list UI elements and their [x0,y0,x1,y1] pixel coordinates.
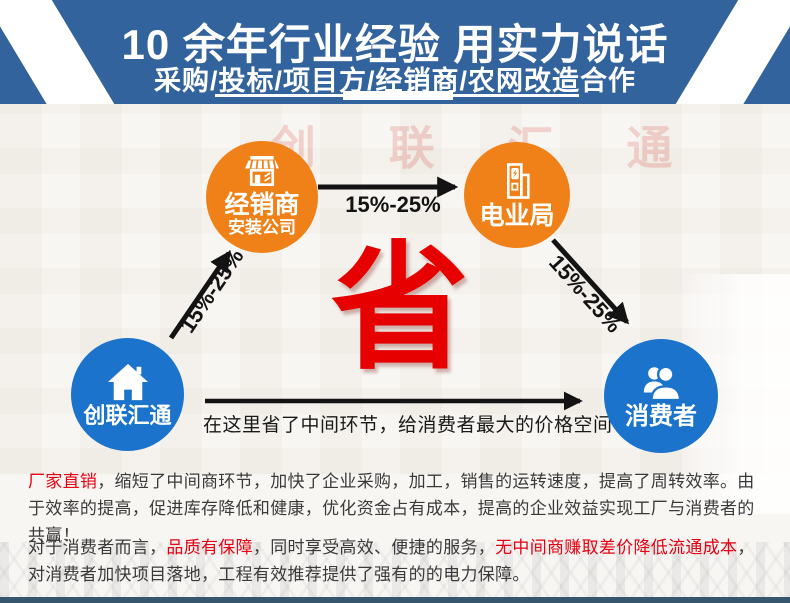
background-fence [0,542,790,597]
node-company: 创联汇通 [71,338,184,451]
paragraph-1-text: ，缩短了中间商环节，加快了企业采购，加工，销售的运转速度，提高了周转效率。由于效… [28,472,755,545]
diagram-caption: 在这里省了中间环节，给消费者最大的价格空间 [203,415,613,436]
paragraph-2-seg1: 对于消费者而言， [28,538,167,557]
flow-arrows-layer [168,176,630,411]
node-power-bureau: 电业局 [464,142,570,248]
arrow-bureau-to-consumer [551,238,630,325]
storefront-icon [240,155,284,190]
paragraph-consumer-benefit: 对于消费者而言，品质有保障，同时享受高效、便捷的服务，无中间商赚取差价降低流通成… [28,534,770,588]
paragraph-factory-direct: 厂家直销，缩短了中间商环节，加快了企业采购，加工，销售的运转速度，提高了周转效率… [28,468,770,549]
flow-diagram-section: 创 联 汇 通 经销商 安装公司 [0,104,790,597]
background-sign-watermark: 创 联 汇 通 [270,122,703,174]
banner-divider [215,91,579,100]
banner-title: 10 余年行业经验 用实力说话 [121,21,669,68]
power-building-icon [496,161,538,201]
arrow-company-to-dealer [168,250,232,340]
top-banner: 10 余年行业经验 用实力说话 采购/投标/项目方/经销商/农网改造合作 [0,0,790,104]
paragraph-2-seg2: ，同时享受高效、便捷的服务， [252,538,496,557]
pct-label-dealer-to-bureau: 15%-25% [345,192,441,217]
divider-thick-segment [343,91,453,100]
node-dealer-label: 经销商 [224,190,300,219]
node-dealer: 经销商 安装公司 [206,141,318,253]
bottom-accent-bar [0,597,790,603]
node-consumer-label: 消费者 [625,403,697,431]
node-dealer-sublabel: 安装公司 [228,217,296,237]
paragraph-2-highlight2: 无中间商赚取差价降低流通成本 [495,538,738,557]
node-power-bureau-label: 电业局 [479,201,555,230]
node-consumer: 消费者 [604,339,718,453]
node-company-label: 创联汇通 [83,402,172,428]
paragraph-1-highlight: 厂家直销 [28,472,98,491]
people-icon [638,362,684,402]
paragraph-2-highlight1: 品质有保障 [166,538,253,557]
save-character: 省 [330,232,469,386]
home-icon [105,362,151,402]
paragraph-2-seg3: ，对消费者加快项目落地，工程有效推荐提供了强有的的电力保障。 [28,538,755,584]
